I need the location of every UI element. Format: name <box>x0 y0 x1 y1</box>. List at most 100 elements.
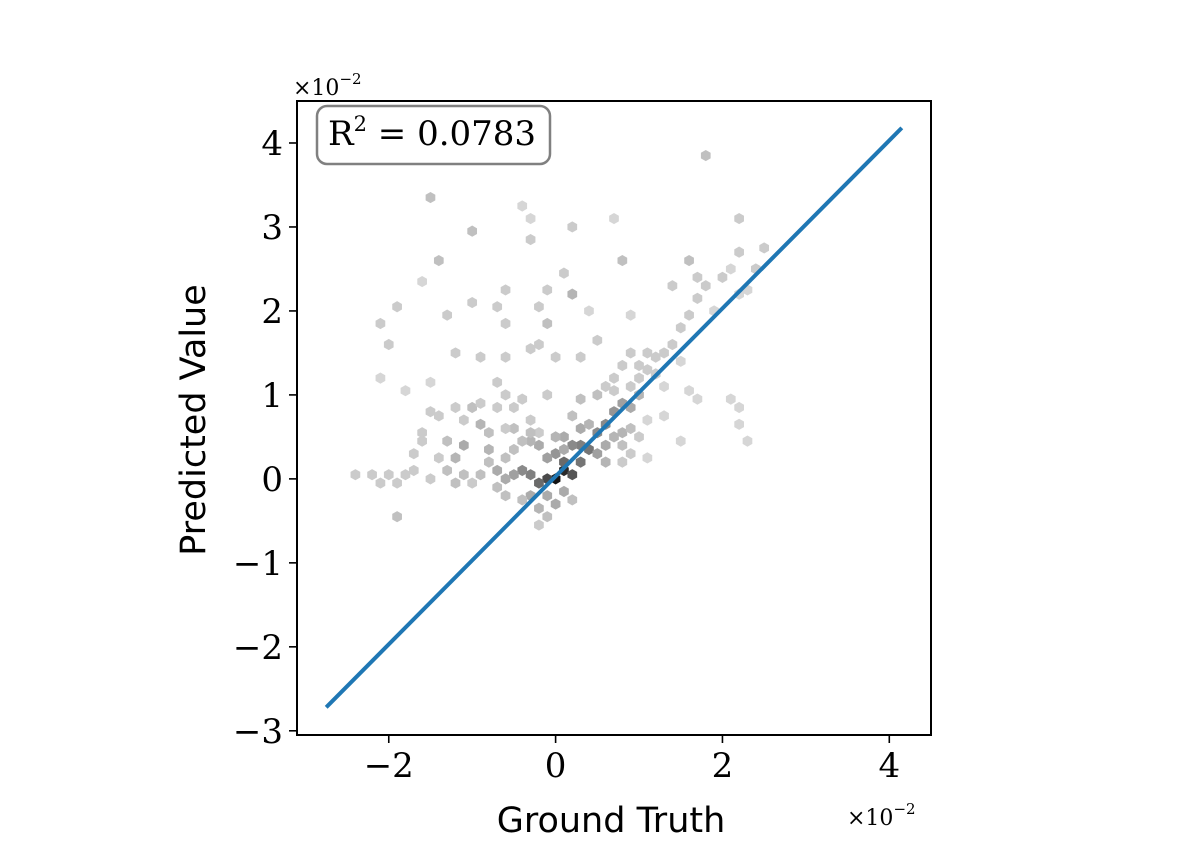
hexbin-cell <box>375 477 386 489</box>
hexbin-cell <box>609 385 619 397</box>
hexbin-cell <box>458 469 469 481</box>
hexbin-cell <box>525 233 536 246</box>
hexbin-cell <box>759 242 770 254</box>
hexbin-cell <box>534 301 544 313</box>
hexbin-cell <box>417 427 427 439</box>
hexbin-cell <box>534 439 544 451</box>
hexbin-cell <box>567 439 578 451</box>
hexbin-cell <box>517 464 528 477</box>
hexbin-cell <box>600 380 611 393</box>
y-axis-label: Predicted Value <box>174 284 214 556</box>
hexbin-cell <box>450 452 461 464</box>
hexbin-cell <box>617 427 628 439</box>
hexbin-cell <box>700 149 711 162</box>
x-axis: −2 0 2 4 <box>364 735 900 786</box>
hexbin-cell <box>734 212 744 225</box>
hexbin-cell <box>509 469 519 481</box>
annotation-box <box>315 104 552 166</box>
hexbin-cell <box>442 435 453 447</box>
hexbin-cell <box>475 418 486 430</box>
hexbin-cell <box>625 380 636 393</box>
hexbin-cell <box>500 317 511 330</box>
hexbin-cell <box>575 422 586 435</box>
hexbin-cell <box>517 200 528 212</box>
hexbin-cell <box>609 212 619 225</box>
x-tick-label: 0 <box>545 746 567 786</box>
hexbin-cell <box>525 469 536 481</box>
annotation-text: R2 = 0.0783 <box>328 112 536 154</box>
hexbin-cell <box>425 191 436 204</box>
hexbin-cell <box>408 448 419 460</box>
hexbin-cell <box>417 435 427 447</box>
hexbin-cell <box>559 443 569 456</box>
hexbin-cell <box>684 254 694 267</box>
hexbin-cell <box>517 435 528 447</box>
hexbin-cell <box>550 448 561 460</box>
hexbin-cell <box>559 431 569 443</box>
annotation-suffix: = 0.0783 <box>367 114 536 154</box>
y-axis: −3 −2 −1 0 1 2 3 4 <box>233 124 297 752</box>
hexbin-cell <box>542 389 553 401</box>
hexbin-cell <box>734 401 744 414</box>
y-tick-label: 3 <box>261 208 283 248</box>
hexbin-cell <box>467 296 478 309</box>
hexbin-cell <box>517 393 528 405</box>
hexbin-cell <box>550 431 561 443</box>
x-tick-label: 2 <box>712 746 734 786</box>
hexbin-cell <box>392 301 402 313</box>
hexbin-cell <box>550 351 561 363</box>
hexbin-cell <box>500 389 511 401</box>
hexbin-cell <box>450 347 461 359</box>
y-tick-label: −1 <box>233 544 283 584</box>
hexbin-cell <box>492 401 503 414</box>
annotation-prefix: R <box>328 114 355 154</box>
hexbin-cell <box>559 485 569 498</box>
hexbin-cell <box>425 473 436 485</box>
hexbin-cell <box>392 511 402 523</box>
x-tick-label: −2 <box>364 746 414 786</box>
hexbin-cell <box>609 431 619 443</box>
hexbin-cell <box>534 477 544 489</box>
annotation-superscript: 2 <box>354 112 367 136</box>
hexbin-cell <box>592 448 603 460</box>
hexbin-cell <box>592 389 603 401</box>
x-axis-label: Ground Truth <box>497 801 726 841</box>
hexbin-cell <box>542 284 553 296</box>
hexbin-cell <box>717 271 728 283</box>
hexbin-cell <box>609 372 619 384</box>
hexbin-cell <box>492 376 503 388</box>
hexbin-cell <box>567 469 578 481</box>
hexbin-cell <box>467 401 478 414</box>
hexbin-cell <box>500 473 511 485</box>
hexbin-cell <box>442 309 453 321</box>
hexbin-cell <box>525 212 536 225</box>
hexbin-cell <box>617 439 628 451</box>
hexbin-cell <box>675 435 686 447</box>
hexbin-cell <box>567 288 578 300</box>
hexbin-cell <box>375 317 386 330</box>
hexbin-cell <box>600 439 611 451</box>
y-scale-multiplier: ×10−2 <box>293 70 362 101</box>
hexbin-cell <box>617 359 628 372</box>
y-tick-label: 0 <box>261 460 283 500</box>
y-tick-label: 2 <box>261 292 283 332</box>
hexbin-cell <box>617 254 628 267</box>
hexbin-cell <box>675 322 686 334</box>
hexbin-cell <box>725 263 736 275</box>
hexbin-cell <box>625 309 636 321</box>
hexbin-cell <box>734 246 744 258</box>
x-scale-multiplier: ×10−2 <box>847 800 916 831</box>
hexbin-cell <box>542 511 553 523</box>
hexbin-cell <box>625 448 636 460</box>
y-tick-label: 1 <box>261 376 283 416</box>
hexbin-cell <box>475 397 486 409</box>
y-tick-label: −3 <box>233 712 283 752</box>
fit-line <box>324 126 904 709</box>
hexbin-cell <box>425 376 436 388</box>
hexbin-cell <box>433 452 444 464</box>
hexbin-cell <box>475 469 486 481</box>
plot-frame <box>296 100 932 736</box>
hexbin-cell <box>592 334 603 346</box>
hexbin-cell <box>659 380 669 393</box>
hexbin-cell <box>642 364 653 376</box>
